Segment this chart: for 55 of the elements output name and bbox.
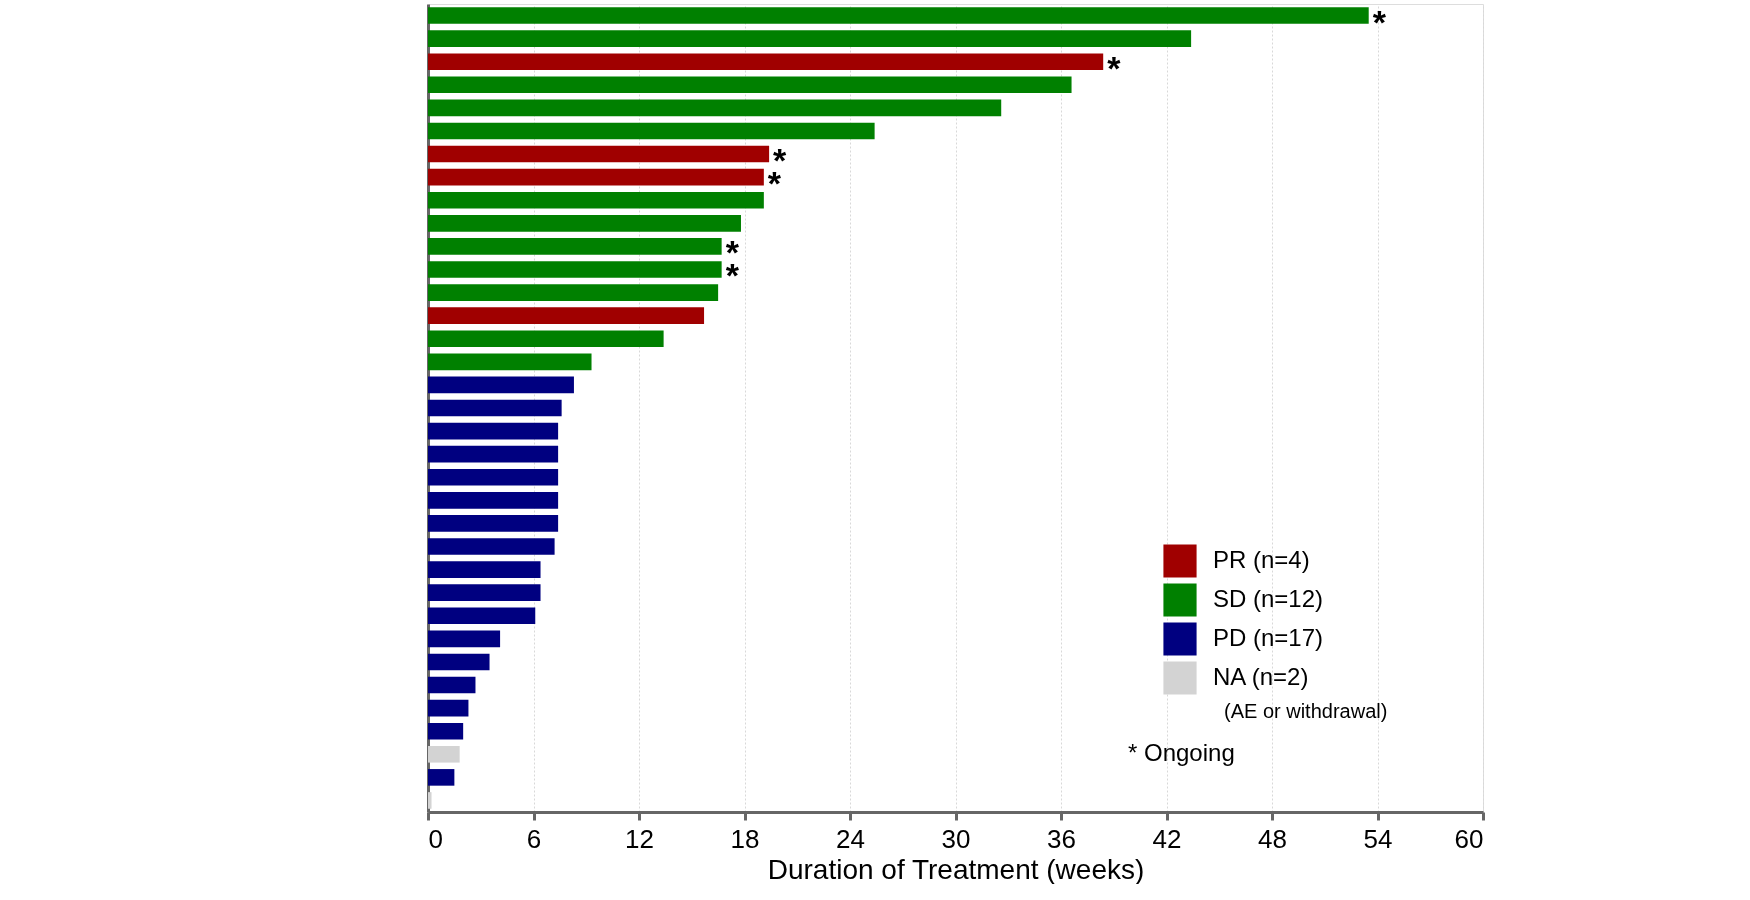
bar (428, 699, 469, 717)
bar (428, 330, 664, 348)
bar (428, 122, 875, 140)
bar (428, 538, 555, 555)
x-tick-label: 54 (1363, 823, 1393, 854)
bar (428, 53, 1104, 71)
annotation: (AE or withdrawal) (1224, 700, 1388, 722)
bar (428, 722, 464, 740)
x-tick-label: 60 (1454, 823, 1484, 854)
bar (428, 492, 559, 509)
bar (428, 676, 476, 694)
bar (428, 238, 722, 255)
x-tick-label: 24 (836, 823, 865, 854)
x-tick-label: 6 (526, 823, 542, 854)
bar (428, 468, 559, 486)
bar (428, 584, 541, 601)
bar (428, 99, 1002, 117)
legend-label: PR (n=4) (1213, 546, 1310, 573)
bar (428, 145, 770, 163)
bar (428, 630, 501, 648)
bar (428, 422, 559, 440)
bar (428, 215, 741, 232)
bar (428, 284, 719, 301)
bar (428, 515, 559, 532)
bar (428, 745, 460, 763)
legend-label: SD (n=12) (1213, 585, 1324, 612)
x-tick-label: 30 (941, 823, 971, 854)
bar (428, 792, 432, 809)
x-tick-label: 18 (730, 823, 760, 854)
legend-label: NA (n=2) (1213, 663, 1309, 690)
x-tick-label: 12 (625, 823, 654, 854)
bar (428, 561, 541, 578)
bar (428, 376, 574, 394)
bar (428, 353, 592, 371)
bar (428, 445, 559, 463)
bar (428, 307, 705, 324)
x-tick-label: 42 (1152, 823, 1182, 854)
bar (428, 261, 722, 278)
x-tick-label: 0 (428, 823, 443, 854)
annotation: * Ongoing (1128, 739, 1235, 766)
legend-label: PD (n=17) (1213, 624, 1324, 651)
bar (428, 30, 1192, 47)
bar (428, 76, 1072, 94)
x-axis-title: Duration of Treatment (weeks) (767, 853, 1145, 885)
text: * (1372, 2, 1386, 41)
x-tick-label: 48 (1258, 823, 1287, 854)
bar (428, 168, 764, 186)
x-tick-label: 36 (1047, 823, 1076, 854)
text: * (1107, 48, 1121, 87)
bar (428, 769, 455, 786)
bar (428, 191, 764, 209)
bar (428, 7, 1369, 24)
bar (428, 653, 490, 671)
bar (428, 399, 562, 417)
bar (428, 607, 536, 625)
